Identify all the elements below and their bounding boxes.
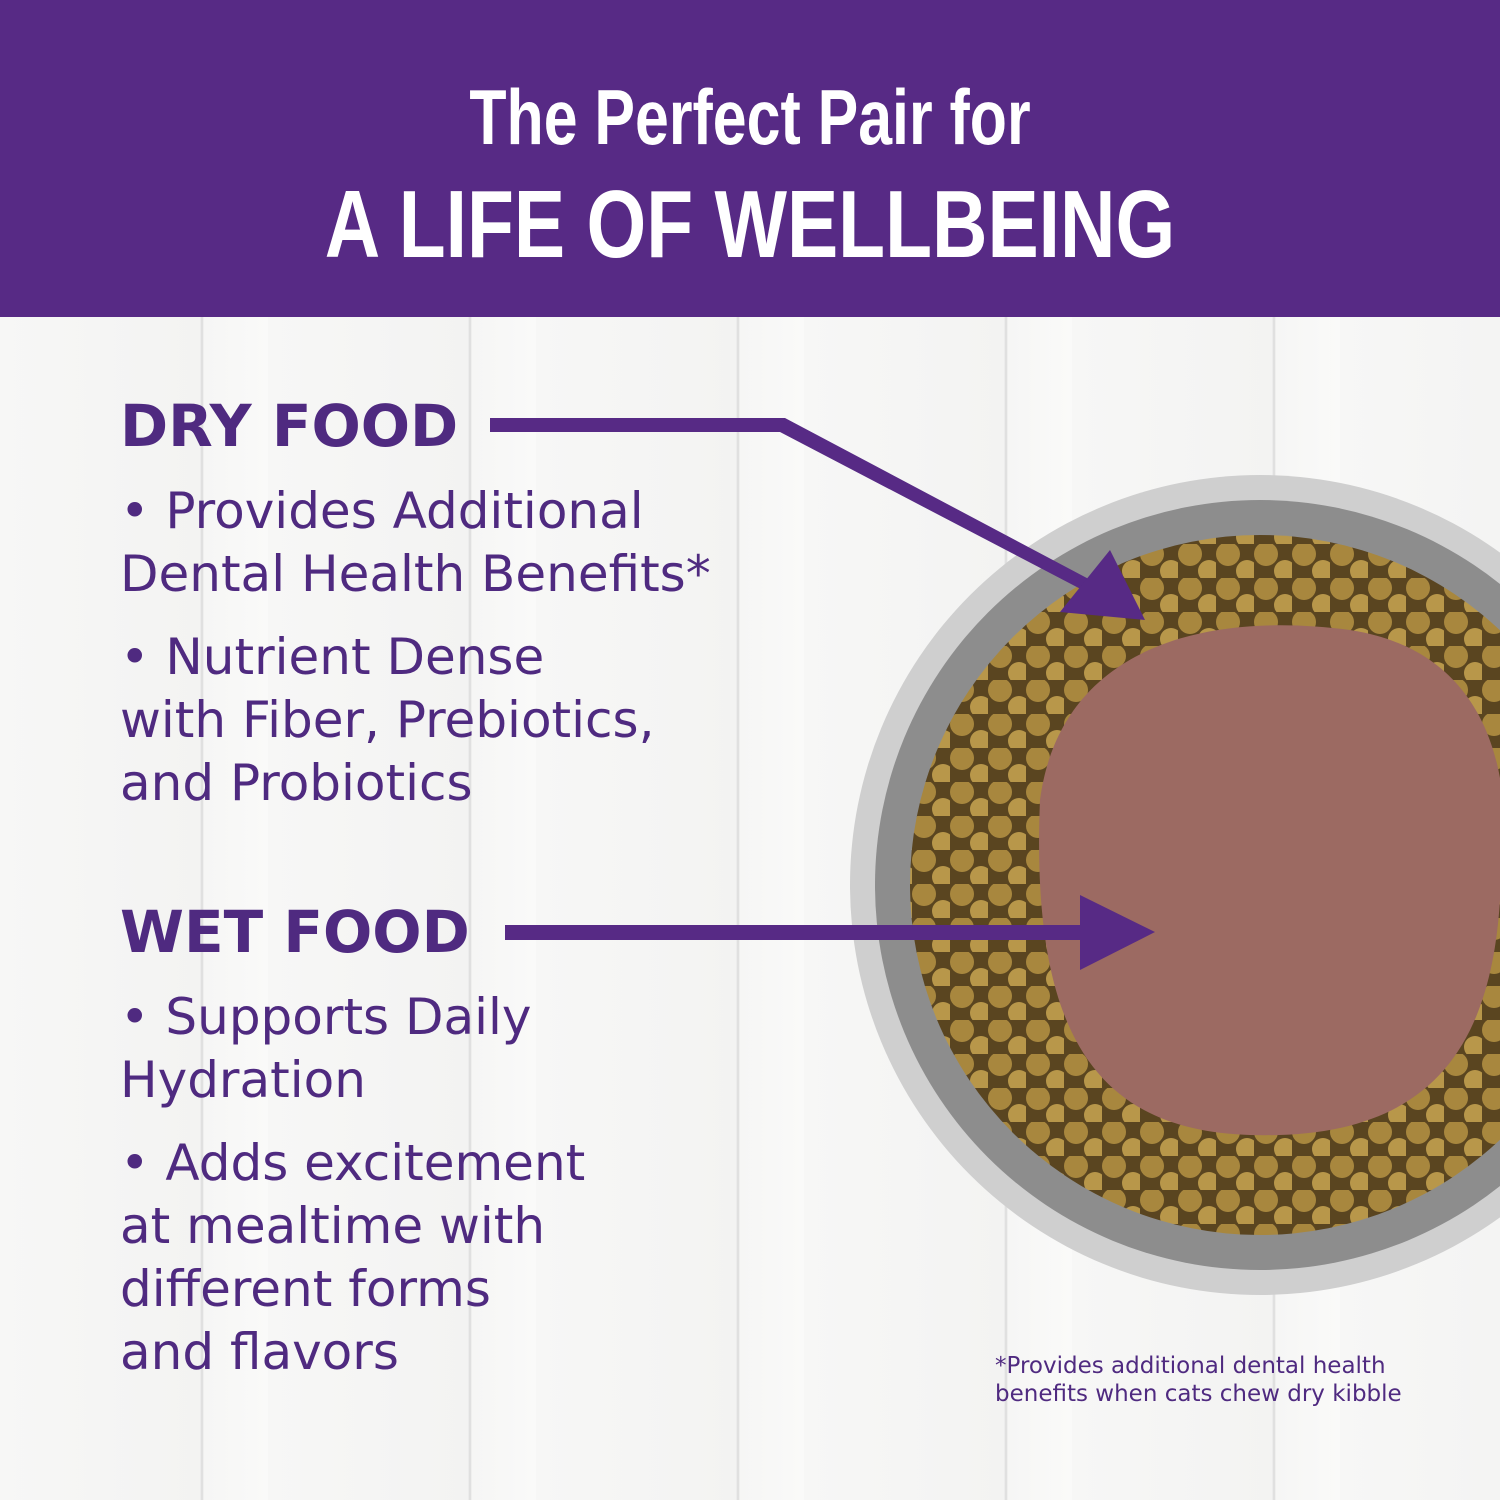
header-banner: The Perfect Pair for A LIFE OF WELLBEING: [0, 0, 1500, 317]
wet-bullet-2: • Adds excitement at mealtime with diffe…: [120, 1134, 586, 1381]
wet-bullet-1: • Supports Daily Hydration: [120, 988, 532, 1109]
dry-food-heading: DRY FOOD: [120, 392, 459, 460]
footnote: *Provides additional dental health benef…: [995, 1353, 1402, 1407]
title-line-2: A LIFE OF WELLBEING: [324, 171, 1176, 278]
dry-bullet-1: • Provides Additional Dental Health Bene…: [120, 482, 711, 603]
wet-food-heading: WET FOOD: [120, 898, 470, 966]
title-line-1: The Perfect Pair for: [469, 73, 1031, 161]
wet-food: [1039, 625, 1500, 1136]
dry-arrow: [490, 418, 1145, 620]
wet-arrow: [505, 895, 1155, 970]
dry-bullet-2: • Nutrient Dense with Fiber, Prebiotics,…: [120, 628, 655, 812]
